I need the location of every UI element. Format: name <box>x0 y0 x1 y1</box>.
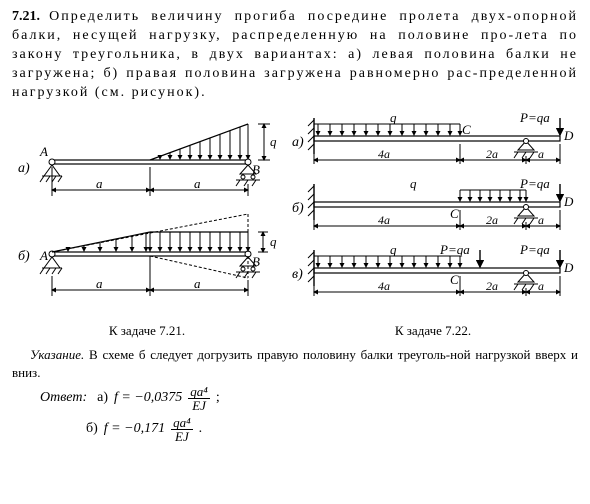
diagram-721: а) A B <box>12 110 282 340</box>
problem-body: Определить величину прогиба посредине пр… <box>12 9 578 100</box>
svg-text:C: C <box>450 272 459 287</box>
svg-text:C: C <box>450 206 459 221</box>
svg-text:4a: 4a <box>378 147 390 161</box>
svg-text:2a: 2a <box>486 147 498 161</box>
answer-b-label: б) <box>86 420 98 439</box>
svg-text:a: a <box>194 176 201 191</box>
svg-text:a: a <box>538 279 544 293</box>
svg-text:4a: 4a <box>378 279 390 293</box>
svg-text:q: q <box>270 134 277 149</box>
svg-text:4a: 4a <box>378 213 390 227</box>
svg-text:a: a <box>538 213 544 227</box>
svg-text:2a: 2a <box>486 213 498 227</box>
problem-number: 7.21. <box>12 9 40 24</box>
svg-text:a: a <box>538 147 544 161</box>
answer-b-frac: qa⁴EJ <box>171 416 193 443</box>
svg-text:б): б) <box>18 249 30 264</box>
answers: Ответ: а) f = −0,0375 qa⁴EJ; б) f = −0,1… <box>12 385 578 443</box>
svg-text:P=qa: P=qa <box>519 176 550 191</box>
answer-a-label: а) <box>97 389 108 408</box>
svg-text:a: a <box>194 276 201 291</box>
hint-label: Указание. <box>30 347 84 362</box>
caption-721: К задаче 7.21. <box>109 322 185 340</box>
answer-a-value: f = −0,0375 <box>114 389 182 408</box>
diagrams: а) A B <box>12 110 578 340</box>
svg-text:A: A <box>39 248 48 263</box>
svg-text:б): б) <box>292 201 304 216</box>
svg-text:a: a <box>96 176 103 191</box>
svg-text:а): а) <box>292 135 304 150</box>
svg-text:2a: 2a <box>486 279 498 293</box>
hint: Указание. В схеме б следует догрузить пр… <box>12 346 578 381</box>
svg-text:P=qa: P=qa <box>439 242 470 257</box>
svg-text:P=qa: P=qa <box>519 242 550 257</box>
svg-text:D: D <box>563 194 574 209</box>
svg-text:в): в) <box>292 267 303 282</box>
svg-text:D: D <box>563 260 574 275</box>
svg-text:q: q <box>410 176 417 191</box>
answer-a-frac: qa⁴EJ <box>188 385 210 412</box>
diagram-722: а) q C P=qa D <box>290 110 576 340</box>
answer-b-value: f = −0,171 <box>104 420 165 439</box>
svg-text:q: q <box>270 234 277 249</box>
svg-text:q: q <box>390 242 397 257</box>
answer-label: Ответ: <box>40 389 87 408</box>
svg-text:P=qa: P=qa <box>519 110 550 125</box>
svg-text:A: A <box>39 144 48 159</box>
svg-text:a: a <box>96 276 103 291</box>
label-a: а) <box>18 161 30 176</box>
svg-text:q: q <box>390 110 397 125</box>
caption-722: К задаче 7.22. <box>395 322 471 340</box>
svg-text:C: C <box>462 122 471 137</box>
problem-statement: 7.21. Определить величину прогиба посред… <box>12 8 578 102</box>
hint-text: В схеме б следует догрузить правую полов… <box>12 347 578 380</box>
svg-text:D: D <box>563 128 574 143</box>
